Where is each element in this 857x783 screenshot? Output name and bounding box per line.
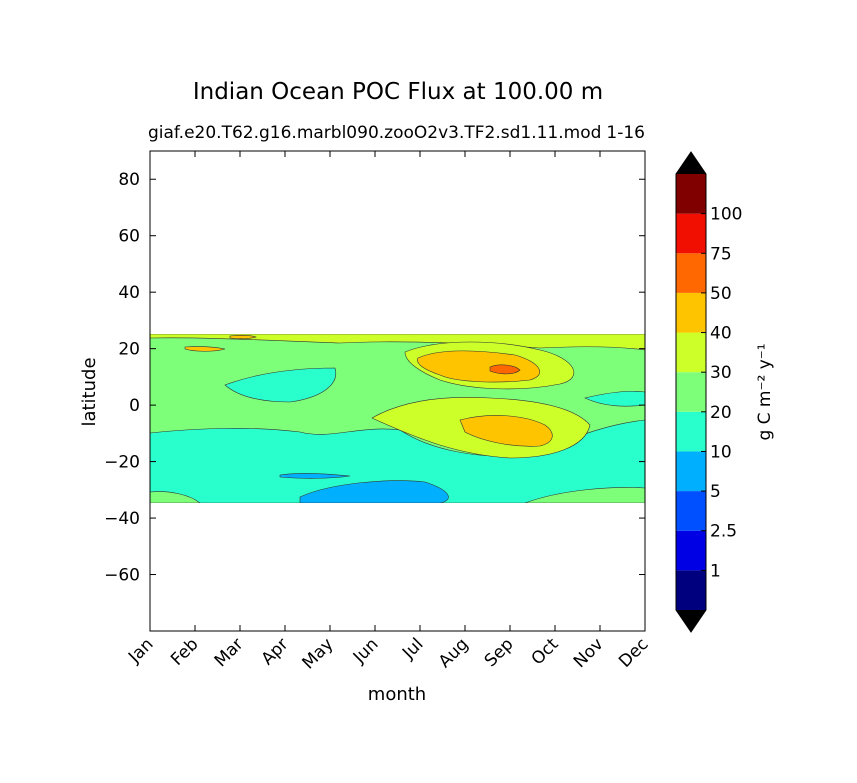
x-tick-label: Jun: [349, 634, 383, 668]
colorbar-tick-label: 1: [710, 561, 721, 581]
contour-region: [184, 346, 226, 352]
colorbar-segment: [676, 253, 706, 293]
colorbar-label: g C m⁻² y⁻¹: [755, 343, 775, 440]
y-tick-label: −20: [104, 453, 140, 473]
x-tick-label: May: [299, 634, 338, 673]
y-tick-label: 0: [129, 396, 140, 416]
colorbar-tick-label: 2.5: [710, 522, 737, 542]
chart-subtitle-left: giaf.e20.T62.g16.marbl090.zooO2v3.TF2.sd…: [148, 123, 601, 143]
contour-region: [224, 367, 337, 403]
colorbar-tick-label: 40: [710, 324, 732, 344]
x-tick-label: Oct: [528, 634, 563, 669]
y-tick-label: 80: [118, 170, 140, 190]
x-tick-label: Mar: [211, 634, 248, 671]
contour-region: [459, 415, 553, 447]
chart-title: Indian Ocean POC Flux at 100.00 m: [193, 79, 603, 105]
colorbar-over-extension: [676, 152, 706, 174]
contour-region: [150, 491, 201, 503]
plot-frame: [149, 150, 646, 632]
colorbar-tick-label: 20: [710, 403, 732, 423]
colorbar-segment: [676, 491, 706, 531]
colorbar-segment: [676, 372, 706, 412]
contour-region: [229, 335, 257, 339]
y-tick-label: 20: [118, 340, 140, 360]
colorbar-segment: [676, 530, 706, 571]
colorbar-under-extension: [676, 610, 706, 632]
contour-fill: [150, 334, 645, 503]
colorbar-segment: [676, 213, 706, 254]
y-axis-label: latitude: [79, 357, 100, 426]
colorbar-tick-label: 10: [710, 442, 732, 462]
x-tick-label: Aug: [435, 634, 473, 672]
colorbar-segment: [676, 174, 706, 214]
chart-subtitle-right: 1-16: [606, 123, 645, 143]
contour-region: [279, 473, 351, 479]
colorbar-tick-label: 100: [710, 205, 742, 225]
y-tick-label: −40: [104, 509, 140, 529]
x-axis-label: month: [368, 684, 426, 705]
y-axis-ticks: 80 60 40 20 0 −20 −40 −60: [104, 170, 645, 586]
colorbar: 1 2.5 5 10 20 30 40 50 75 100: [675, 151, 742, 633]
colorbar-outline: [675, 151, 707, 633]
x-tick-label: Sep: [481, 634, 518, 671]
colorbar-tick-label: 30: [710, 363, 732, 383]
colorbar-tick-label: 5: [710, 482, 721, 502]
contour-region: [417, 350, 541, 383]
y-tick-label: 60: [118, 227, 140, 247]
y-tick-label: 40: [118, 283, 140, 303]
x-tick-label: Nov: [570, 634, 608, 672]
x-tick-label: Dec: [615, 634, 652, 671]
contour-region: [489, 364, 521, 375]
colorbar-segment: [676, 451, 706, 492]
contour-region: [584, 390, 645, 407]
contour-region: [299, 480, 449, 503]
colorbar-tick-label: 75: [710, 244, 732, 264]
x-tick-label: Feb: [167, 634, 202, 669]
x-tick-label: Apr: [258, 634, 293, 669]
y-tick-label: −60: [104, 566, 140, 586]
x-tick-label: Jul: [398, 634, 427, 663]
colorbar-segment: [676, 411, 706, 452]
x-tick-label: Jan: [124, 634, 157, 667]
colorbar-segment: [676, 292, 706, 333]
colorbar-segment: [676, 570, 706, 610]
colorbar-segment: [676, 332, 706, 373]
colorbar-tick-label: 50: [710, 284, 732, 304]
plot-area: Jan Feb Mar Apr May Jun Jul Aug Sep Oct Nov Dec 80 6…: [104, 150, 653, 673]
